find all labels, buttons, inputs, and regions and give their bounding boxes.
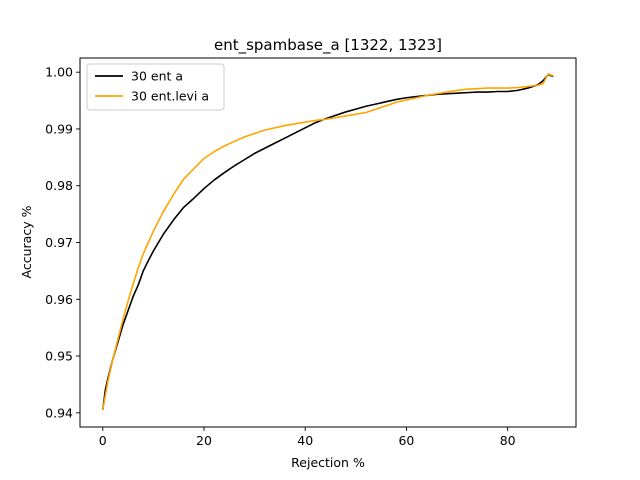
legend-label-1: 30 ent a	[131, 69, 183, 84]
chart-title: ent_spambase_a [1322, 1323]	[214, 36, 442, 55]
y-tick-label: 0.99	[45, 121, 73, 136]
y-tick-label: 0.98	[45, 178, 73, 193]
series-line-1	[101, 73, 554, 411]
x-axis: 0 20 40 60 80	[99, 427, 516, 448]
y-axis-label: Accuracy %	[19, 205, 34, 278]
y-tick-label: 0.96	[45, 292, 73, 307]
legend: 30 ent a 30 ent.levi a	[86, 63, 225, 111]
y-tick-label: 0.94	[45, 405, 73, 420]
x-tick-label: 40	[297, 433, 313, 448]
legend-label-2: 30 ent.levi a	[131, 89, 209, 104]
x-tick-label: 20	[196, 433, 212, 448]
x-tick-label: 60	[398, 433, 414, 448]
y-axis: 0.94 0.95 0.96 0.97 0.98 0.99 1.00	[45, 65, 80, 420]
series-line-2	[101, 73, 554, 411]
plot-lines	[101, 73, 554, 411]
y-tick-label: 0.97	[45, 235, 73, 250]
y-tick-label: 1.00	[45, 65, 73, 80]
y-tick-label: 0.95	[45, 349, 73, 364]
x-axis-label: Rejection %	[291, 455, 365, 470]
x-tick-label: 80	[500, 433, 516, 448]
x-tick-label: 0	[99, 433, 107, 448]
